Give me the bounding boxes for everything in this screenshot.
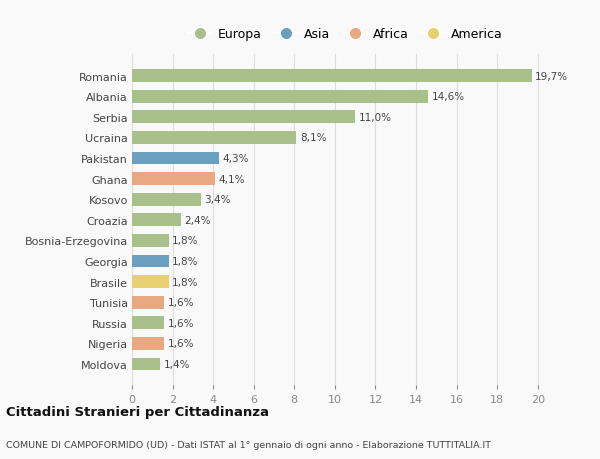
Text: 2,4%: 2,4% (184, 215, 211, 225)
Text: 1,6%: 1,6% (168, 339, 194, 348)
Text: Cittadini Stranieri per Cittadinanza: Cittadini Stranieri per Cittadinanza (6, 405, 269, 419)
Text: 1,8%: 1,8% (172, 277, 199, 287)
Text: 19,7%: 19,7% (535, 72, 568, 81)
Bar (132, 358, 160, 370)
Text: 11,0%: 11,0% (359, 112, 392, 123)
Bar (132, 90, 428, 103)
Text: COMUNE DI CAMPOFORMIDO (UD) - Dati ISTAT al 1° gennaio di ogni anno - Elaborazio: COMUNE DI CAMPOFORMIDO (UD) - Dati ISTAT… (6, 441, 491, 449)
Text: 3,4%: 3,4% (205, 195, 231, 205)
Bar (132, 193, 201, 206)
Bar (132, 173, 215, 185)
Bar (132, 296, 164, 309)
Bar (132, 111, 355, 124)
Text: 14,6%: 14,6% (432, 92, 465, 102)
Bar (132, 337, 164, 350)
Bar (132, 214, 181, 227)
Bar (132, 275, 169, 288)
Text: 1,6%: 1,6% (168, 318, 194, 328)
Text: 4,3%: 4,3% (223, 154, 250, 164)
Text: 1,8%: 1,8% (172, 257, 199, 266)
Bar (132, 132, 296, 145)
Text: 8,1%: 8,1% (300, 133, 326, 143)
Legend: Europa, Asia, Africa, America: Europa, Asia, Africa, America (182, 23, 508, 46)
Text: 4,1%: 4,1% (219, 174, 245, 184)
Bar (132, 317, 164, 330)
Bar (132, 235, 169, 247)
Bar (132, 70, 532, 83)
Bar (132, 152, 219, 165)
Text: 1,6%: 1,6% (168, 297, 194, 308)
Text: 1,8%: 1,8% (172, 236, 199, 246)
Text: 1,4%: 1,4% (164, 359, 191, 369)
Bar (132, 255, 169, 268)
